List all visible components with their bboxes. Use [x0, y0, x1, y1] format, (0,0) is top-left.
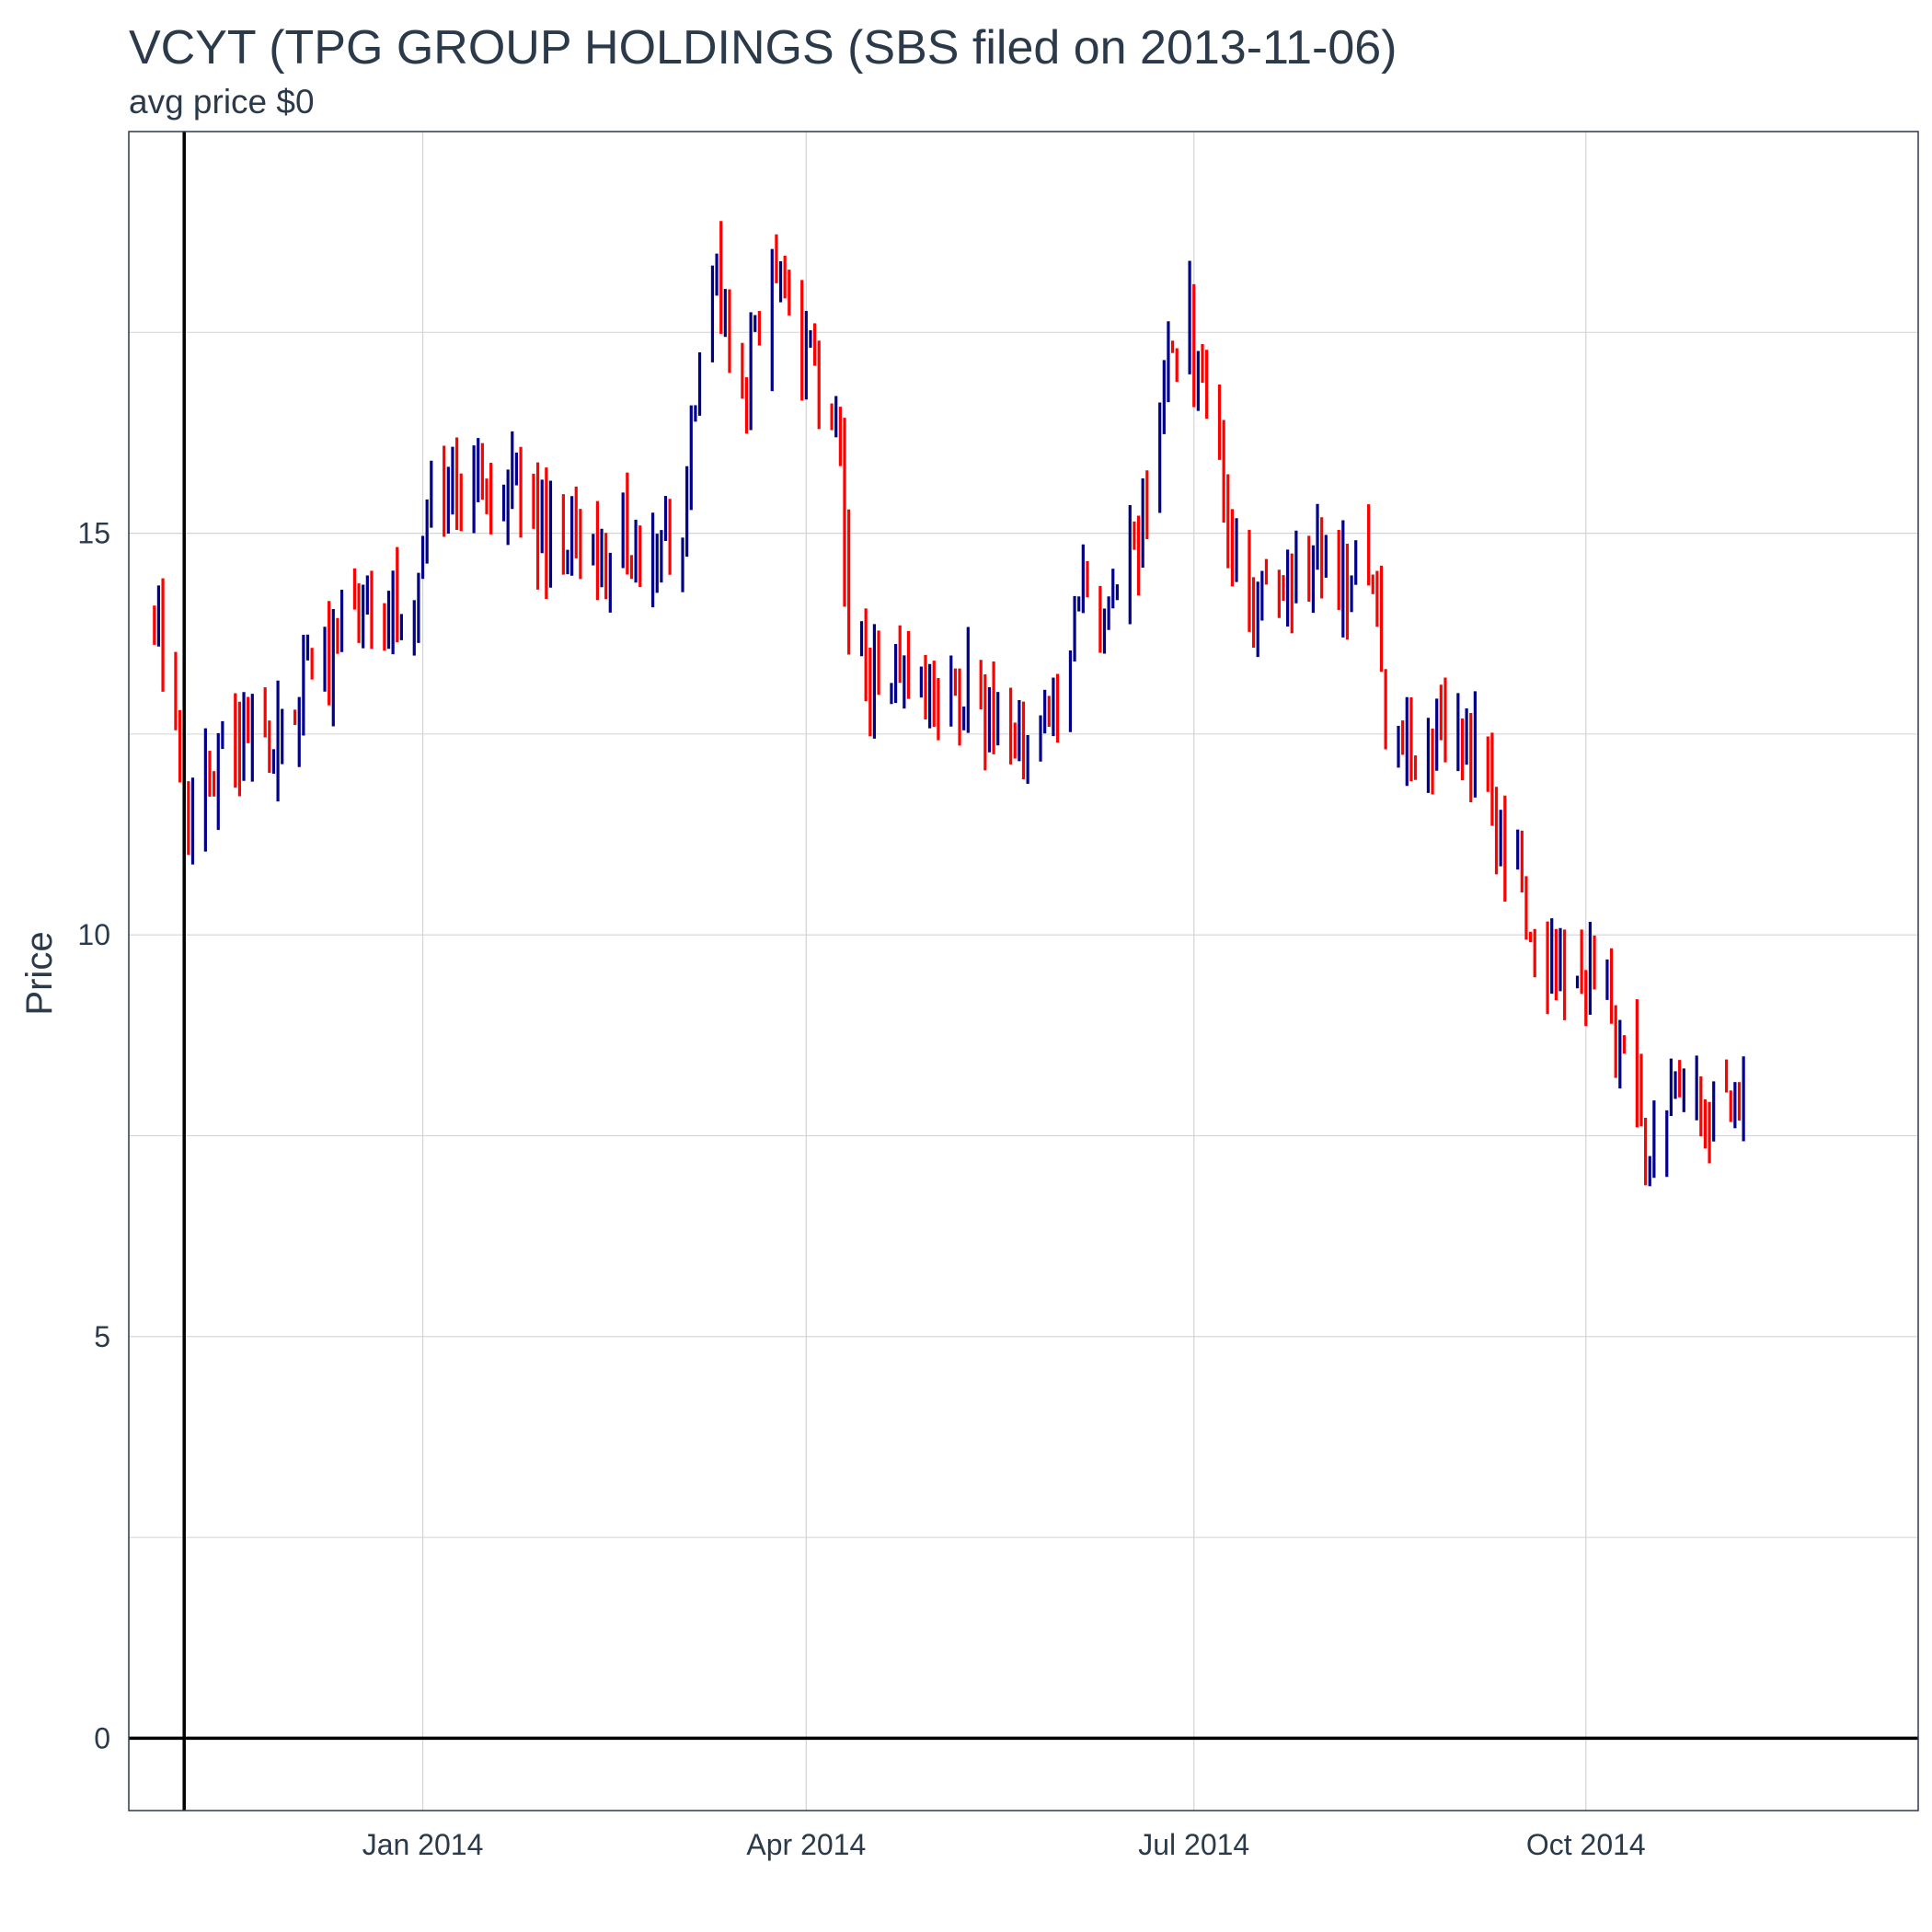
plot-background	[129, 132, 1918, 1811]
chart-subtitle: avg price $0	[129, 83, 315, 121]
y-tick-label: 15	[77, 517, 110, 550]
x-tick-label: Apr 2014	[746, 1828, 866, 1861]
price-bars	[153, 221, 1745, 1187]
x-tick-label: Jan 2014	[362, 1828, 484, 1861]
y-tick-label: 10	[77, 918, 110, 951]
x-tick-label: Jul 2014	[1138, 1828, 1249, 1861]
y-tick-label: 5	[94, 1320, 110, 1353]
x-axis-ticks: Jan 2014 Apr 2014 Jul 2014 Oct 2014	[362, 1828, 1646, 1861]
plot-border	[128, 131, 1919, 1811]
y-tick-label: 0	[94, 1721, 110, 1754]
y-axis-title: Price	[19, 931, 60, 1015]
reference-lines	[129, 132, 1918, 1811]
chart-title: VCYT (TPG GROUP HOLDINGS (SBS filed on 2…	[129, 21, 1397, 75]
x-tick-label: Oct 2014	[1526, 1828, 1646, 1861]
y-axis-ticks: 0 5 10 15	[77, 517, 110, 1755]
